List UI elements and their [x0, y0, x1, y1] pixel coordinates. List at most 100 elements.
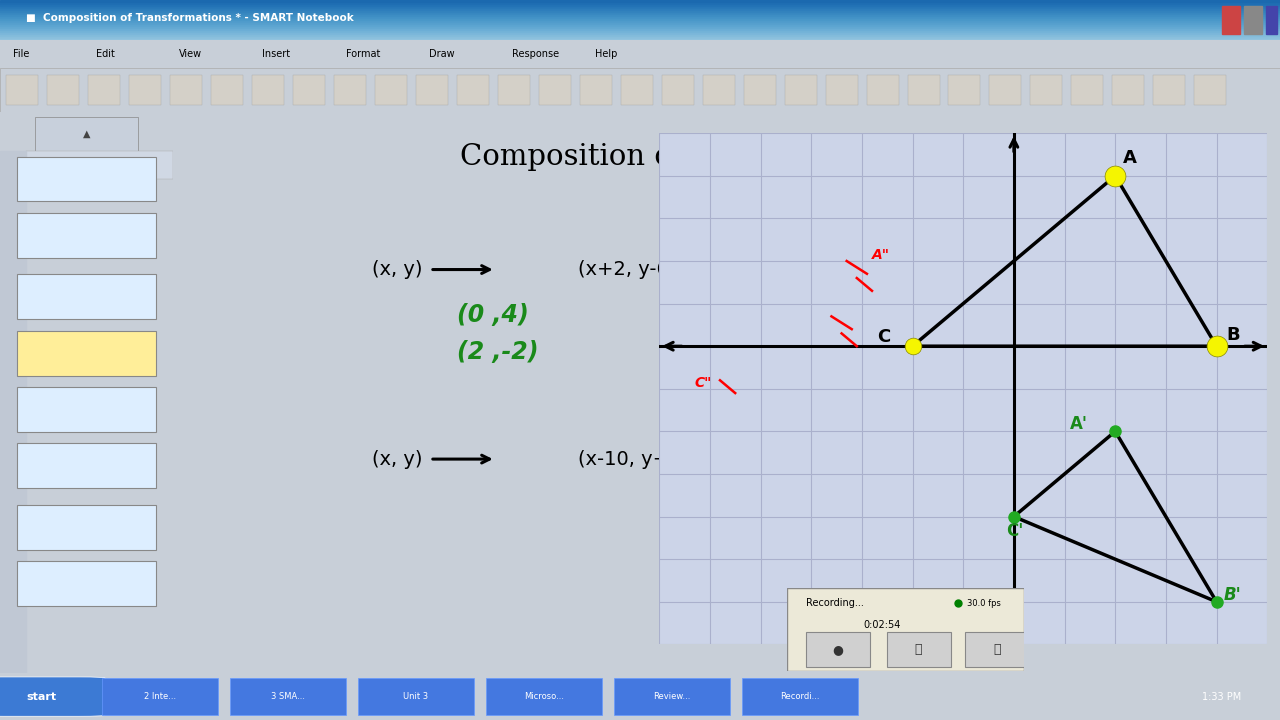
Bar [965, 632, 1029, 667]
Bar [887, 632, 951, 667]
Text: B': B' [1224, 585, 1242, 603]
Bar [1222, 6, 1240, 34]
Bar [0, 10, 1280, 12]
Text: (2 ,-2): (2 ,-2) [457, 340, 539, 364]
Bar [0, 24, 1280, 26]
Text: 1:33 PM: 1:33 PM [1202, 692, 1242, 701]
Bar [0, 27, 1280, 30]
Bar [0, 6, 1280, 8]
Text: ●: ● [833, 643, 844, 656]
Bar [6, 75, 38, 105]
Text: (0 ,4): (0 ,4) [457, 303, 529, 327]
Bar [170, 75, 202, 105]
Text: Edit: Edit [96, 49, 115, 59]
Bar [252, 75, 284, 105]
Bar [0, 4, 1280, 6]
Bar [0, 30, 1280, 32]
Bar [358, 678, 474, 716]
Bar [230, 678, 346, 716]
Bar [18, 387, 156, 432]
Bar [0, 2, 1280, 4]
Bar [867, 75, 899, 105]
Bar [0, 37, 1280, 40]
Text: (x-10, y+2): (x-10, y+2) [577, 449, 689, 469]
Bar [18, 212, 156, 258]
Text: File: File [13, 49, 29, 59]
Text: ▲: ▲ [83, 129, 90, 139]
Bar [0, 14, 1280, 16]
Bar [742, 678, 858, 716]
Bar [498, 75, 530, 105]
Bar [0, 12, 1280, 14]
Bar [129, 75, 161, 105]
Text: ▶: ▶ [116, 692, 125, 701]
Bar [0, 0, 1280, 2]
Text: Draw: Draw [429, 49, 454, 59]
Text: (x, y): (x, y) [372, 260, 422, 279]
Bar [416, 75, 448, 105]
Bar [614, 678, 730, 716]
Bar [486, 678, 602, 716]
Bar [0, 34, 1280, 35]
Bar [102, 678, 218, 716]
Bar [0, 16, 1280, 18]
Bar [0, 32, 1280, 34]
Bar [18, 330, 156, 376]
Text: (x+2, y-6): (x+2, y-6) [577, 260, 676, 279]
Text: Help: Help [595, 49, 617, 59]
Text: C: C [877, 328, 891, 346]
Bar [375, 75, 407, 105]
Bar [334, 75, 366, 105]
Bar [87, 683, 156, 711]
Bar [0, 19, 1280, 22]
Bar [539, 75, 571, 105]
Bar [26, 151, 173, 179]
Text: Microso...: Microso... [524, 692, 564, 701]
Bar [1071, 75, 1103, 105]
Bar [826, 75, 858, 105]
Text: 2 Inte...: 2 Inte... [143, 692, 177, 701]
Bar [1266, 6, 1277, 34]
Bar [908, 75, 940, 105]
Text: start: start [26, 692, 56, 701]
Text: A": A" [872, 248, 890, 262]
Text: B: B [1226, 326, 1240, 344]
Text: A': A' [1070, 415, 1088, 433]
Bar [293, 75, 325, 105]
Text: 30.0 fps: 30.0 fps [968, 598, 1001, 608]
Text: Insert: Insert [262, 49, 291, 59]
Bar [9, 683, 78, 711]
Text: C': C' [1006, 522, 1024, 540]
Bar [948, 75, 980, 105]
Text: Recordi...: Recordi... [781, 692, 819, 701]
Bar [0, 18, 1280, 19]
Text: Format: Format [346, 49, 380, 59]
Bar [1112, 75, 1144, 105]
Bar [703, 75, 735, 105]
Bar [1153, 75, 1185, 105]
Bar [47, 75, 79, 105]
Text: View: View [179, 49, 202, 59]
Bar [18, 443, 156, 488]
Bar [457, 75, 489, 105]
Bar [18, 561, 156, 606]
Text: Response: Response [512, 49, 559, 59]
Bar [18, 274, 156, 320]
Text: (x, y): (x, y) [372, 449, 422, 469]
Bar [0, 22, 1280, 24]
Bar [806, 632, 870, 667]
Bar [1244, 6, 1262, 34]
Text: Recording...: Recording... [806, 598, 864, 608]
Bar [662, 75, 694, 105]
Bar [0, 35, 1280, 37]
Bar [35, 117, 138, 151]
Bar [621, 75, 653, 105]
Bar [785, 75, 817, 105]
Text: ■  Composition of Transformations * - SMART Notebook: ■ Composition of Transformations * - SMA… [26, 13, 353, 23]
Bar [18, 156, 156, 202]
Bar [989, 75, 1021, 105]
Text: 3 SMA...: 3 SMA... [271, 692, 305, 701]
Text: Composition of Transformations: Composition of Transformations [461, 143, 936, 171]
Text: ⏹: ⏹ [993, 643, 1001, 656]
Bar [18, 505, 156, 549]
